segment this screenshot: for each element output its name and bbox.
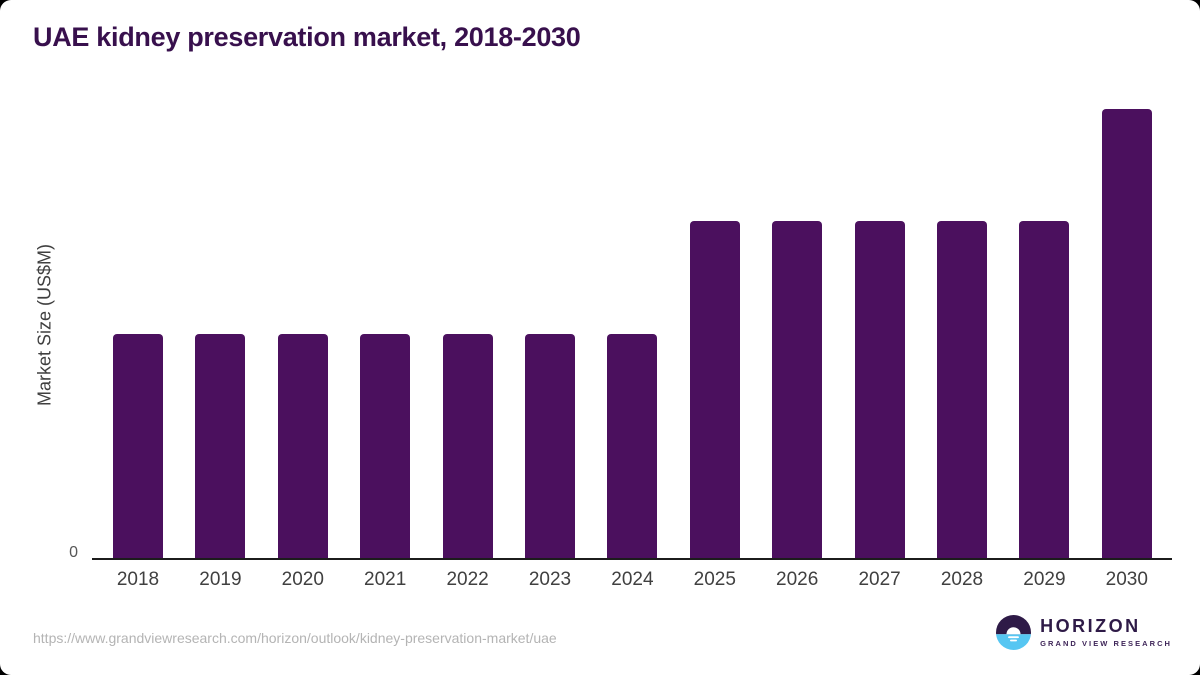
x-tick-2023: 2023 xyxy=(528,569,572,590)
bar-2022 xyxy=(442,333,493,558)
logo-text: HORIZON GRAND VIEW RESEARCH xyxy=(1040,616,1172,648)
x-axis-labels: 2018 2019 2020 2021 2022 2023 2024 2025 2026 2027… xyxy=(92,569,1172,593)
bar-2030 xyxy=(1101,109,1152,558)
bar-2020 xyxy=(277,333,328,558)
bar-2028 xyxy=(937,221,987,558)
logo-brand-text: HORIZON xyxy=(1040,616,1141,637)
bar-2023 xyxy=(525,333,575,558)
x-tick-2028: 2028 xyxy=(940,569,984,590)
bar-2026 xyxy=(772,221,823,558)
bar-2029 xyxy=(1019,221,1070,558)
y-axis-title: Market Size (US$M) xyxy=(34,243,55,407)
horizon-logo-mark xyxy=(996,615,1032,650)
logo-subbrand-text: GRAND VIEW RESEARCH xyxy=(1040,638,1172,648)
bar-2025 xyxy=(689,221,740,558)
x-tick-2030: 2030 xyxy=(1105,569,1148,590)
x-tick-2021: 2021 xyxy=(364,569,407,590)
bar-2019 xyxy=(195,333,246,558)
y-tick-zero: 0 xyxy=(69,544,78,561)
x-tick-2025: 2025 xyxy=(693,569,736,590)
bar-2024 xyxy=(607,333,658,558)
horizon-logo: HORIZON GRAND VIEW RESEARCH xyxy=(996,615,1172,650)
x-tick-2019: 2019 xyxy=(199,569,242,590)
x-tick-2020: 2020 xyxy=(281,569,324,590)
chart-title: UAE kidney preservation market, 2018-203… xyxy=(33,22,581,52)
x-tick-2018: 2018 xyxy=(116,569,160,590)
x-tick-2024: 2024 xyxy=(611,569,654,590)
x-tick-2029: 2029 xyxy=(1023,569,1066,590)
source-url: https://www.grandviewresearch.com/horizo… xyxy=(33,630,557,646)
bar-2021 xyxy=(360,333,411,558)
bar-2027 xyxy=(854,221,905,558)
x-tick-2022: 2022 xyxy=(446,569,489,590)
plot-area xyxy=(92,98,1172,560)
x-tick-2027: 2027 xyxy=(858,569,901,590)
bar-2018 xyxy=(113,333,163,558)
x-tick-2026: 2026 xyxy=(776,569,819,590)
